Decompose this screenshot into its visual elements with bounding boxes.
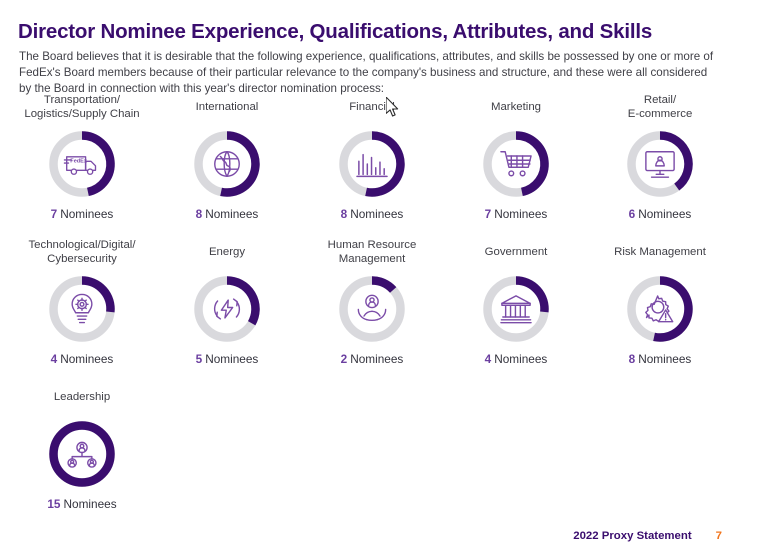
nominee-count-value: 8 (628, 352, 636, 366)
nominee-count-value: 4 (484, 352, 492, 366)
skill-label-line1: Technological/Digital/ (28, 238, 136, 251)
nominee-count-unit: Nominees (494, 352, 548, 366)
skill-card-human-resource-management: Human Resource Management (298, 237, 446, 366)
skill-label-line1: Transportation/ (43, 93, 121, 106)
skill-label-risk-management: Risk Management (586, 237, 734, 267)
nominee-count-unit: Nominees (350, 207, 404, 221)
nominee-count-value: 7 (484, 207, 492, 221)
donut-row: Leadership (0, 382, 768, 527)
donut-chart-financial (336, 128, 408, 200)
nominee-count-retail-ecommerce: 6 Nominees (586, 207, 734, 221)
skill-label-line2: Management (338, 253, 406, 265)
skill-label-line1: Leadership (53, 390, 111, 403)
skill-label-retail-ecommerce: Retail/ E-commerce (586, 92, 734, 122)
donut-chart-international (191, 128, 263, 200)
skill-label-government: Government (442, 237, 590, 267)
donut-chart-government (480, 273, 552, 345)
nominee-count-value: 15 (47, 497, 61, 511)
skills-donut-grid: Transportation/ Logistics/Supply Chain F… (0, 92, 768, 527)
skill-card-technological-digital-cybersecurity: Technological/Digital/ Cybersecurity 4 No… (8, 237, 156, 366)
nominee-count-government: 4 Nominees (442, 352, 590, 366)
donut-chart-risk-management (624, 273, 696, 345)
skill-label-line2: E-commerce (627, 108, 693, 120)
skill-label-line1: Human Resource (327, 238, 417, 251)
nominee-count-value: 2 (340, 352, 348, 366)
page-title: Director Nominee Experience, Qualificati… (18, 19, 653, 43)
nominee-count-unit: Nominees (638, 352, 692, 366)
nominee-count-unit: Nominees (494, 207, 548, 221)
nominee-count-unit: Nominees (638, 207, 692, 221)
donut-chart-human-resource-management (336, 273, 408, 345)
nominee-count-financial: 8 Nominees (298, 207, 446, 221)
donut-row: Transportation/ Logistics/Supply Chain F… (0, 92, 768, 237)
skill-card-marketing: Marketing 7 Nominees (442, 92, 590, 221)
nominee-count-value: 7 (50, 207, 58, 221)
skill-card-government: Government 4 Nominees (442, 237, 590, 366)
page-footer: 2022 Proxy Statement 7 (0, 530, 768, 542)
skill-card-risk-management: Risk Management 8 Nominees (586, 237, 734, 366)
skill-label-line2: Cybersecurity (47, 253, 117, 265)
footer-page-number: 7 (715, 530, 722, 542)
nominee-count-value: 6 (628, 207, 636, 221)
nominee-count-unit: Nominees (350, 352, 404, 366)
skill-label-line1: Retail/ (643, 93, 677, 106)
donut-chart-leadership (46, 418, 118, 490)
nominee-count-unit: Nominees (205, 207, 259, 221)
donut-chart-transportation-logistics-supply-chain: FedEx (46, 128, 118, 200)
nominee-count-international: 8 Nominees (153, 207, 301, 221)
nominee-count-leadership: 15 Nominees (8, 497, 156, 511)
nominee-count-marketing: 7 Nominees (442, 207, 590, 221)
skill-card-international: International 8 Nominees (153, 92, 301, 221)
nominee-count-unit: Nominees (205, 352, 259, 366)
donut-chart-retail-ecommerce (624, 128, 696, 200)
skill-card-energy: Energy 5 Nominees (153, 237, 301, 366)
skill-label-line1: Risk Management (614, 245, 706, 258)
skill-label-marketing: Marketing (442, 92, 590, 122)
nominee-count-transportation-logistics-supply-chain: 7 Nominees (8, 207, 156, 221)
skill-label-technological-digital-cybersecurity: Technological/Digital/ Cybersecurity (8, 237, 156, 267)
nominee-count-human-resource-management: 2 Nominees (298, 352, 446, 366)
donut-chart-marketing (480, 128, 552, 200)
skill-label-energy: Energy (153, 237, 301, 267)
nominee-count-unit: Nominees (63, 497, 117, 511)
skill-label-international: International (153, 92, 301, 122)
skill-card-retail-ecommerce: Retail/ E-commerce 6 Nominees (586, 92, 734, 221)
intro-paragraph: The Board believes that it is desirable … (19, 49, 714, 96)
footer-document-title: 2022 Proxy Statement (573, 530, 692, 542)
nominee-count-technological-digital-cybersecurity: 4 Nominees (8, 352, 156, 366)
nominee-count-value: 8 (195, 207, 203, 221)
skill-card-financial: Financial 8 Nominees (298, 92, 446, 221)
donut-row: Technological/Digital/ Cybersecurity 4 No… (0, 237, 768, 382)
nominee-count-value: 5 (195, 352, 203, 366)
skill-label-leadership: Leadership (8, 382, 156, 412)
skill-label-line1: International (195, 100, 259, 113)
nominee-count-unit: Nominees (60, 352, 114, 366)
skill-label-line1: Energy (208, 245, 246, 258)
nominee-count-unit: Nominees (60, 207, 114, 221)
nominee-count-value: 8 (340, 207, 348, 221)
skill-label-line2: Logistics/Supply Chain (24, 108, 140, 120)
donut-chart-energy (191, 273, 263, 345)
skill-label-human-resource-management: Human Resource Management (298, 237, 446, 267)
skill-label-financial: Financial (298, 92, 446, 122)
skill-label-line1: Marketing (490, 100, 541, 113)
nominee-count-energy: 5 Nominees (153, 352, 301, 366)
skill-label-line1: Financial (349, 100, 395, 113)
skill-card-transportation-logistics-supply-chain: Transportation/ Logistics/Supply Chain F… (8, 92, 156, 221)
skill-card-leadership: Leadership (8, 382, 156, 511)
nominee-count-value: 4 (50, 352, 58, 366)
skill-label-line1: Government (484, 245, 548, 258)
nominee-count-risk-management: 8 Nominees (586, 352, 734, 366)
skill-label-transportation-logistics-supply-chain: Transportation/ Logistics/Supply Chain (8, 92, 156, 122)
donut-chart-technological-digital-cybersecurity (46, 273, 118, 345)
